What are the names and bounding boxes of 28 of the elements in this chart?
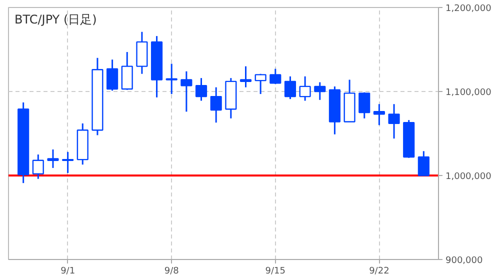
candlestick (240, 66, 252, 88)
candlestick (373, 103, 385, 126)
candlestick (47, 148, 59, 169)
candlestick (180, 70, 192, 112)
candlestick (299, 76, 311, 102)
y-tick-label: 1,000,000 (446, 172, 492, 182)
candlestick (270, 68, 282, 85)
x-tick-label: 9/15 (265, 266, 286, 276)
candlestick (254, 73, 266, 95)
x-tick-label: 9/22 (369, 266, 390, 276)
candlestick (388, 103, 400, 140)
candlestick (284, 76, 296, 100)
x-tick-label: 9/8 (164, 266, 180, 276)
candlestick (121, 51, 133, 91)
candlestick (195, 77, 208, 102)
candlestick (418, 150, 430, 176)
candlestick (62, 151, 74, 174)
x-tick-label: 9/1 (60, 266, 76, 276)
candlestick (314, 82, 326, 101)
y-tick-label: 1,100,000 (446, 88, 492, 98)
candlestick (358, 92, 370, 120)
candlestick (106, 58, 118, 92)
candlestick (166, 63, 178, 95)
candlestick (210, 86, 222, 124)
y-tick-label: 900,000 (446, 256, 483, 266)
chart-title: BTC/JPY (日足) (14, 12, 97, 26)
y-tick-label: 1,200,000 (446, 4, 492, 14)
candlestick (32, 154, 44, 180)
